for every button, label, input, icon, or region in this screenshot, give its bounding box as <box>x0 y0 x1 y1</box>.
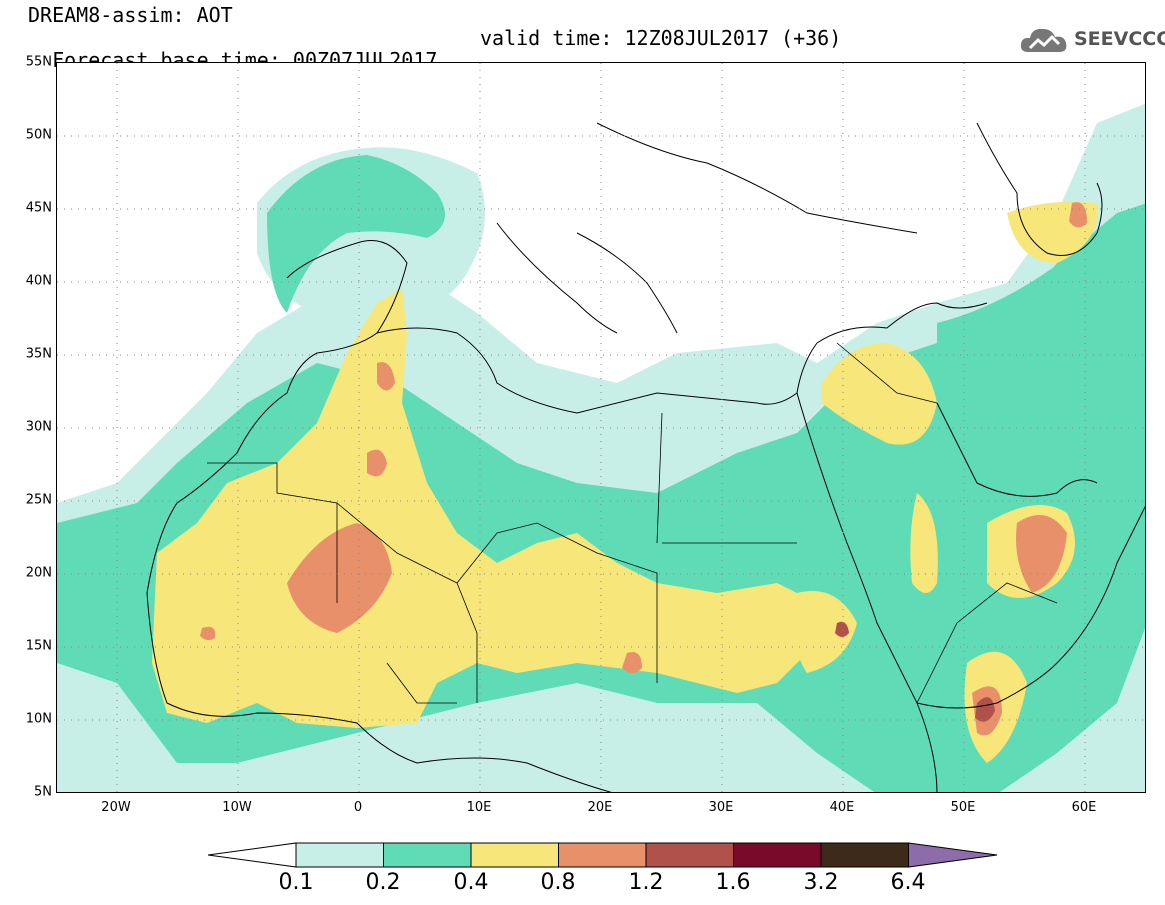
aot-band-0.8 <box>200 202 1087 736</box>
aot-map <box>56 62 1146 793</box>
country-borders <box>207 342 1058 704</box>
lat-label: 5N <box>34 784 52 800</box>
colorbar-segment <box>295 842 384 868</box>
lon-label: 60E <box>1071 800 1097 815</box>
lon-label: 20E <box>587 800 613 815</box>
colorbar-segment-under <box>208 842 297 868</box>
colorbar-segment-over <box>908 842 998 868</box>
map-title: DREAM8-assim: AOT <box>28 3 233 27</box>
lat-label: 15N <box>25 638 52 654</box>
logo-text: SEEVCCC <box>1074 28 1165 50</box>
lat-label: 50N <box>25 127 52 143</box>
seevccc-logo: SEEVCCC <box>1018 22 1165 58</box>
lat-label: 30N <box>25 419 52 435</box>
colorbar-label: 0.4 <box>453 870 489 895</box>
lat-label: 40N <box>25 273 52 289</box>
graticule <box>57 63 1145 792</box>
colorbar-label: 0.1 <box>278 870 314 895</box>
colorbar-segment <box>645 842 734 868</box>
coastlines <box>146 122 1145 792</box>
lat-label: 45N <box>25 200 52 216</box>
lat-label: 10N <box>25 711 52 727</box>
lon-label: 50E <box>950 800 976 815</box>
colorbar-label: 6.4 <box>890 870 926 895</box>
lon-label: 30E <box>708 800 734 815</box>
colorbar <box>208 842 998 868</box>
lon-label: 0 <box>353 800 363 815</box>
map-canvas <box>57 63 1145 792</box>
colorbar-segment <box>820 842 909 868</box>
colorbar-segment <box>470 842 559 868</box>
lon-label: 20W <box>101 800 131 815</box>
lat-label: 20N <box>25 565 52 581</box>
lat-label: 35N <box>25 346 52 362</box>
lon-label: 10W <box>222 800 252 815</box>
colorbar-label: 1.6 <box>715 870 751 895</box>
colorbar-label: 3.2 <box>803 870 839 895</box>
valid-time: valid time: 12Z08JUL2017 (+36) <box>480 26 842 50</box>
colorbar-segment <box>558 842 647 868</box>
lat-label: 55N <box>25 54 52 70</box>
colorbar-segment <box>383 842 472 868</box>
colorbar-label: 0.2 <box>365 870 401 895</box>
colorbar-label: 0.8 <box>540 870 576 895</box>
aot-band-1.2 <box>835 621 995 722</box>
colorbar-label: 1.2 <box>628 870 664 895</box>
cloud-logo-icon <box>1020 28 1067 52</box>
colorbar-segment <box>733 842 822 868</box>
lon-label: 40E <box>829 800 855 815</box>
lon-label: 10E <box>466 800 492 815</box>
lat-label: 25N <box>25 492 52 508</box>
